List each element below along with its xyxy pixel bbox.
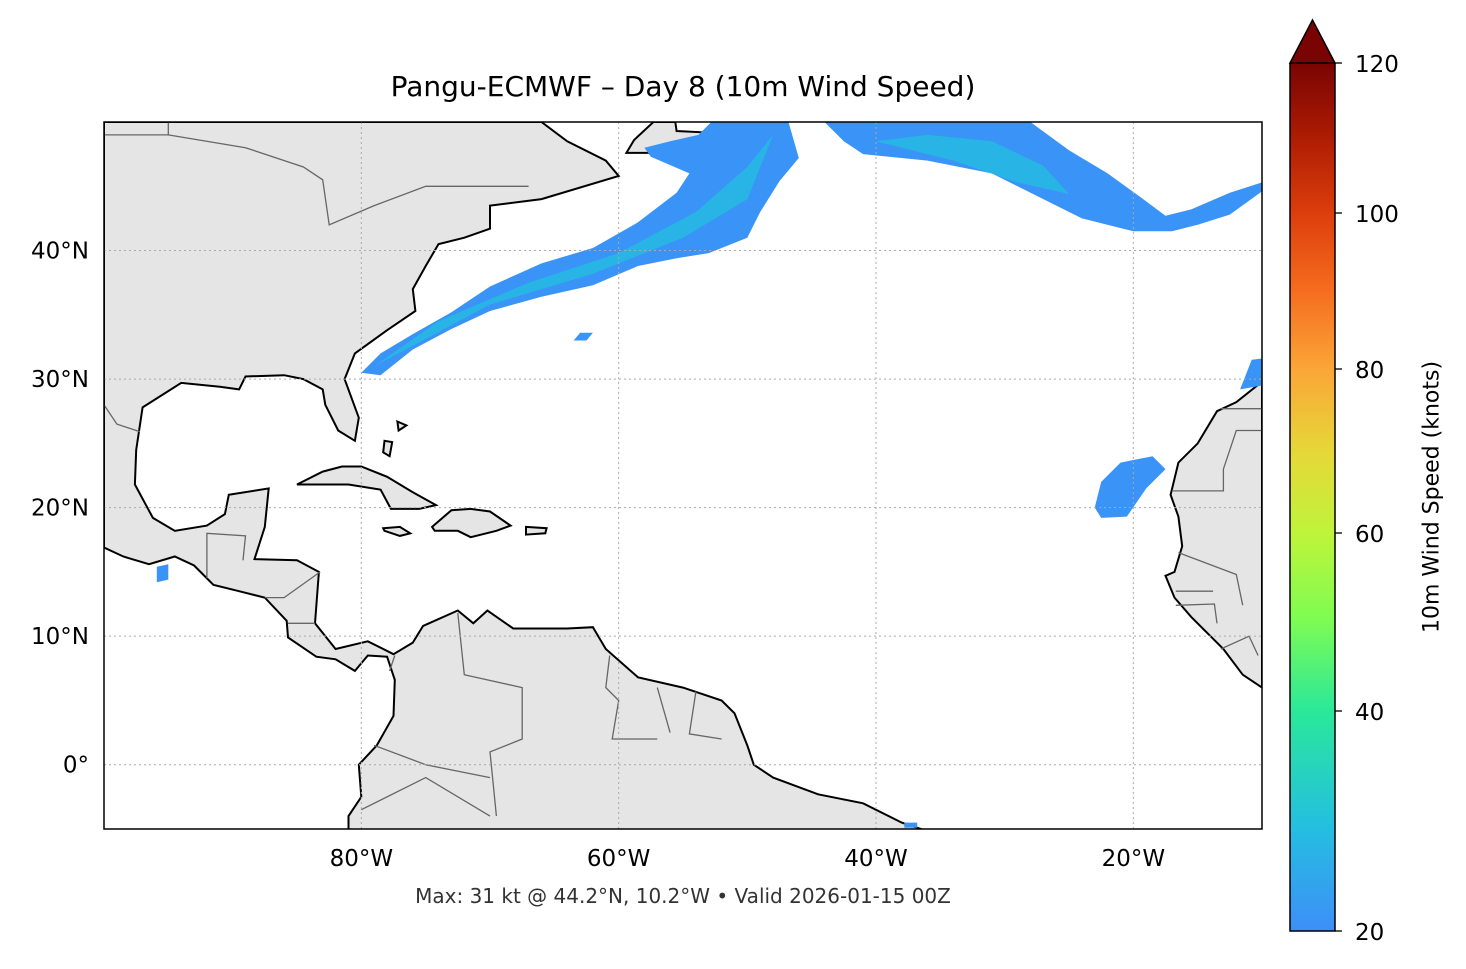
land-hispaniola xyxy=(430,507,513,539)
y-tick-label: 0° xyxy=(63,753,89,779)
land-bahamas-andros xyxy=(382,439,394,458)
country-border xyxy=(688,691,722,740)
wind-patch-canaries xyxy=(1094,456,1166,518)
x-tick-label: 40°W xyxy=(844,846,908,872)
caption: Max: 31 kt @ 44.2°N, 10.2°W • Valid 2026… xyxy=(415,884,951,908)
country-border xyxy=(104,134,529,226)
country-border xyxy=(1178,551,1244,606)
colorbar-tick-label: 40 xyxy=(1355,700,1384,726)
land-jamaica xyxy=(381,525,413,537)
land-cuba xyxy=(296,465,439,510)
map-frame xyxy=(103,121,1263,830)
wind-swath-central-atlantic-core xyxy=(876,134,1069,194)
land-africa xyxy=(1164,380,1262,689)
land-bahamas-abaco xyxy=(396,419,409,433)
wind-patch-bermuda xyxy=(573,332,593,341)
wind-patch-morocco xyxy=(1240,358,1262,390)
country-border xyxy=(1175,603,1218,624)
country-border xyxy=(388,655,396,672)
colorbar-extend-arrow xyxy=(1288,18,1337,64)
chart-title: Pangu-ECMWF – Day 8 (10m Wind Speed) xyxy=(390,70,976,103)
country-border xyxy=(361,776,491,817)
country-border xyxy=(1171,429,1262,492)
colorbar-tick-label: 80 xyxy=(1355,358,1384,384)
x-tick-label: 20°W xyxy=(1102,846,1166,872)
colorbar-tick-label: 20 xyxy=(1355,920,1384,946)
wind-swath-western-atlantic-core xyxy=(374,134,774,367)
colorbar-frame xyxy=(1289,63,1336,932)
land-puerto-rico xyxy=(525,525,548,536)
y-tick-label: 20°N xyxy=(31,496,89,522)
map-content xyxy=(104,122,1262,829)
colorbar-tick-label: 60 xyxy=(1355,522,1384,548)
y-tick-label: 40°N xyxy=(31,239,89,265)
colorbar xyxy=(1290,63,1335,931)
y-tick-label: 30°N xyxy=(31,367,89,393)
land-americas xyxy=(104,122,925,829)
country-border xyxy=(206,532,247,579)
country-border xyxy=(104,404,141,433)
country-border xyxy=(264,571,321,599)
wind-patch-tehuantepec xyxy=(156,564,169,583)
colorbar-label: 10m Wind Speed (knots) xyxy=(1419,360,1445,634)
x-tick-label: 80°W xyxy=(330,846,394,872)
x-tick-label: 60°W xyxy=(587,846,651,872)
country-border xyxy=(457,612,523,817)
y-tick-label: 10°N xyxy=(31,624,89,650)
colorbar-tick-label: 120 xyxy=(1355,52,1399,78)
wind-patch-brazil xyxy=(904,822,918,828)
colorbar-tick-label: 100 xyxy=(1355,202,1399,228)
country-border xyxy=(605,655,658,740)
country-border xyxy=(656,687,671,733)
